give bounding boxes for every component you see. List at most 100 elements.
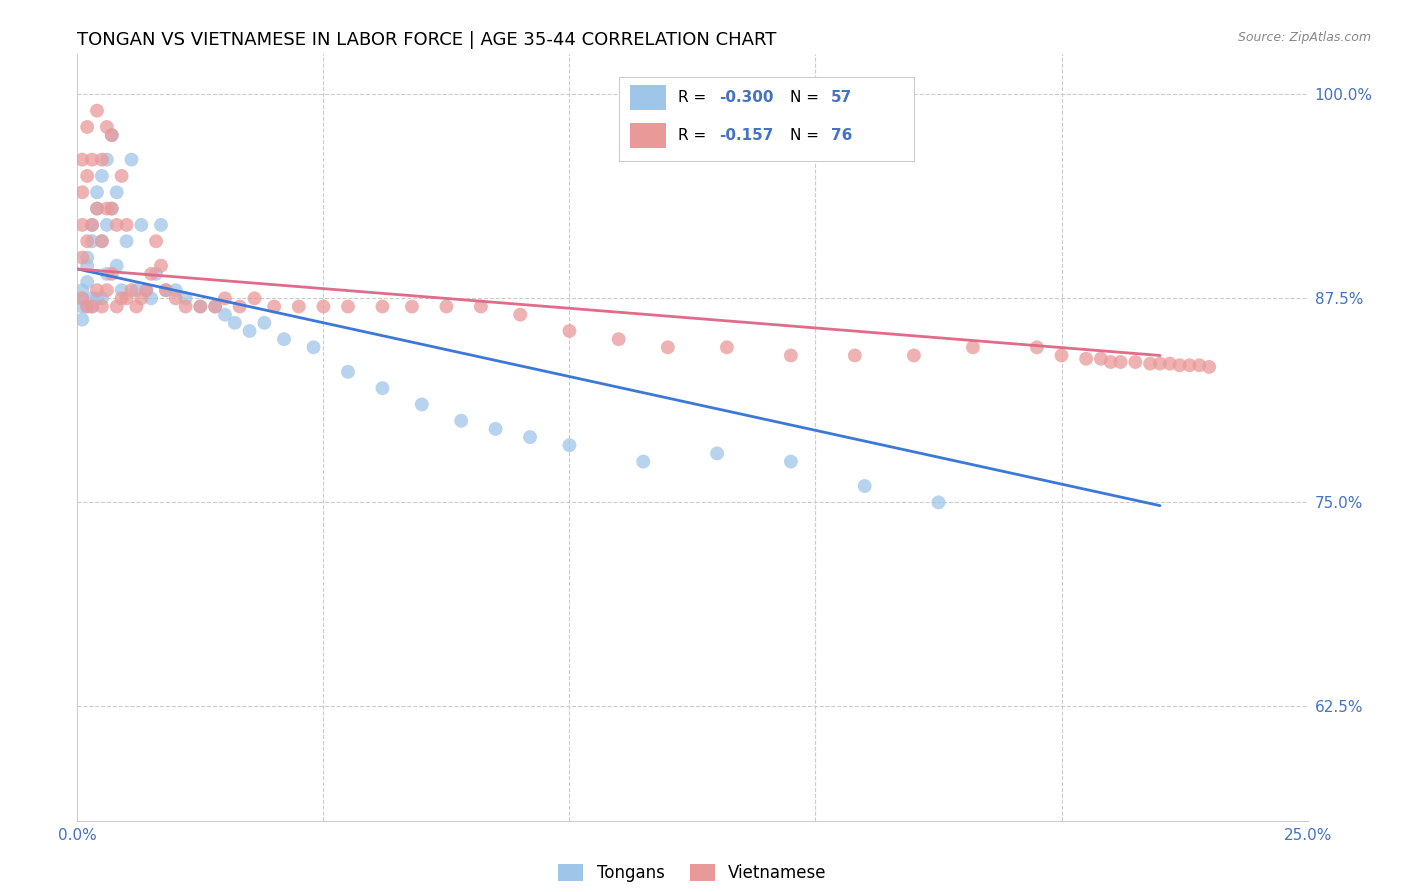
Point [165,283,187,297]
Point [780,454,803,468]
Point [155,283,177,297]
Point [312,300,335,314]
Point [302,340,325,354]
Point [273,332,295,346]
Point [70,312,93,326]
Point [450,414,472,428]
Point [844,349,866,363]
Point [70,291,93,305]
Point [82,300,104,314]
Point [101,202,124,216]
Point [105,186,128,200]
Point [1159,357,1181,371]
Point [150,259,173,273]
Text: R =: R = [678,128,711,143]
Point [96,202,118,216]
Text: N =: N = [790,90,824,105]
Point [401,300,423,314]
Point [1090,351,1112,366]
Point [111,169,132,183]
Point [145,234,167,248]
Point [509,308,531,322]
Point [86,291,108,305]
Point [1188,358,1211,372]
Point [1026,340,1049,354]
Point [90,234,114,248]
Point [86,186,108,200]
Text: Source: ZipAtlas.com: Source: ZipAtlas.com [1237,31,1371,45]
Point [86,202,108,216]
Point [121,283,143,297]
Point [371,300,394,314]
Point [105,259,128,273]
Point [224,316,246,330]
Point [105,218,128,232]
Point [214,291,236,305]
Point [86,202,108,216]
Point [288,300,311,314]
Text: TONGAN VS VIETNAMESE IN LABOR FORCE | AGE 35-44 CORRELATION CHART: TONGAN VS VIETNAMESE IN LABOR FORCE | AG… [77,31,776,49]
Point [1139,357,1161,371]
Point [125,283,148,297]
Point [96,120,118,134]
Point [141,267,163,281]
Point [76,275,98,289]
Point [96,283,118,297]
Point [82,291,104,305]
Point [337,300,360,314]
Point [436,300,458,314]
Point [101,202,124,216]
Point [82,218,104,232]
Text: -0.300: -0.300 [718,90,773,105]
Point [101,128,124,142]
Point [90,291,114,305]
Point [76,234,98,248]
Point [150,218,173,232]
Point [188,300,212,314]
Point [165,291,187,305]
Point [853,479,876,493]
Point [70,153,93,167]
Point [70,300,93,314]
Point [263,300,285,314]
Text: R =: R = [678,90,711,105]
Point [90,153,114,167]
Text: 76: 76 [831,128,852,143]
Point [76,251,98,265]
Point [70,283,93,297]
Point [70,251,93,265]
Point [90,169,114,183]
Point [155,283,177,297]
Point [129,218,153,232]
Point [111,291,132,305]
Text: -0.157: -0.157 [718,128,773,143]
Point [188,300,212,314]
Point [706,446,728,460]
Point [558,438,581,452]
Point [928,495,950,509]
Point [96,153,118,167]
Point [1050,349,1073,363]
Point [129,291,153,305]
Point [76,259,98,273]
Point [204,300,226,314]
Point [96,267,118,281]
Point [1076,351,1098,366]
Point [470,300,492,314]
Point [607,332,630,346]
Point [70,186,93,200]
Point [1149,357,1171,371]
Point [82,300,104,314]
Text: N =: N = [790,128,824,143]
Point [96,218,118,232]
Point [243,291,266,305]
Point [111,283,132,297]
Point [903,349,925,363]
Point [82,234,104,248]
Point [780,349,803,363]
Point [485,422,508,436]
Point [1109,355,1132,369]
Point [962,340,984,354]
Point [105,300,128,314]
Point [174,291,197,305]
